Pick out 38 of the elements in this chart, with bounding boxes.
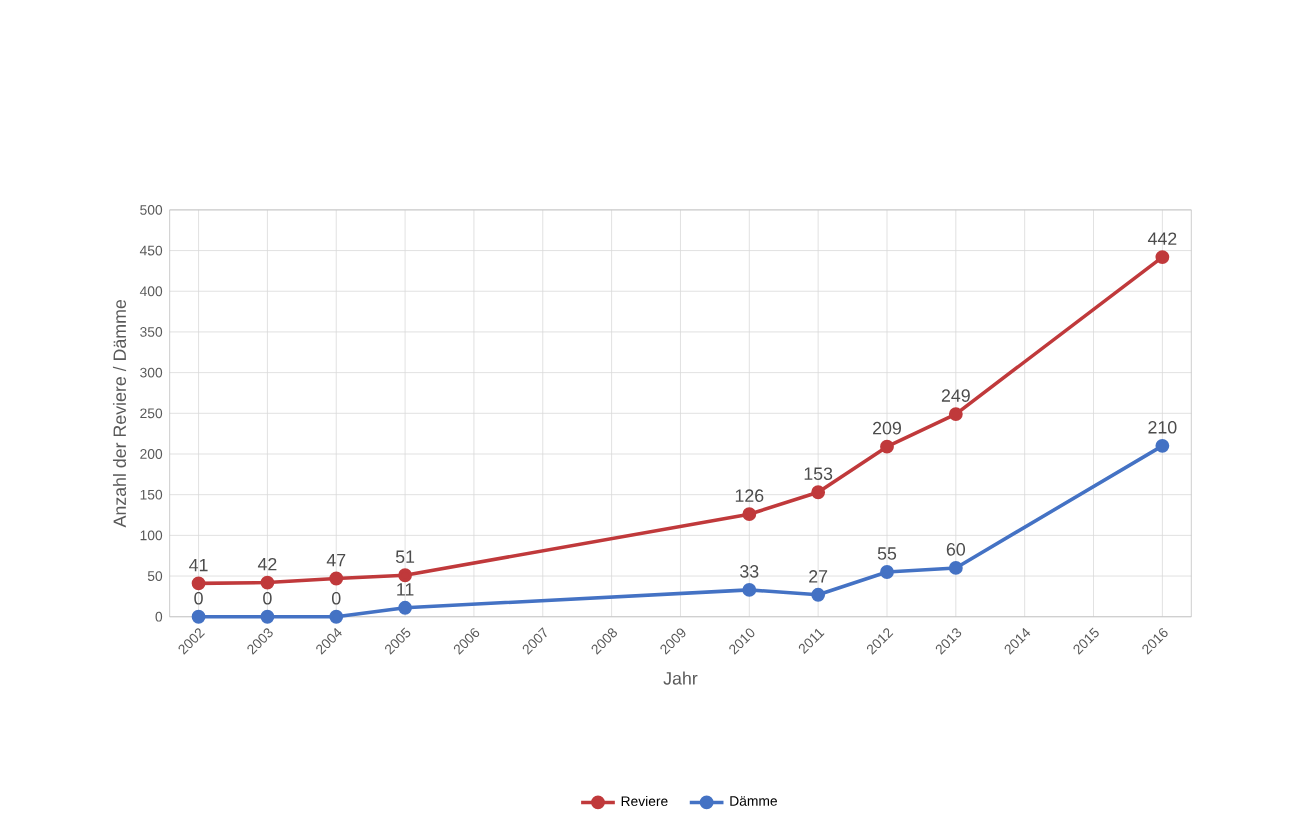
point	[329, 571, 344, 585]
data-label: 249	[941, 388, 970, 402]
data-label: 442	[1147, 231, 1177, 245]
point	[880, 439, 894, 454]
point	[880, 564, 894, 579]
point	[191, 576, 206, 590]
y-axis-title: Anzahl der Reviere / Dämme	[112, 299, 127, 528]
data-label: 33	[740, 564, 759, 578]
data-label: 11	[397, 582, 414, 596]
point	[260, 609, 275, 624]
data-label: 0	[194, 591, 203, 605]
point	[329, 609, 344, 624]
point	[398, 600, 413, 615]
point	[1155, 249, 1170, 264]
point	[742, 506, 757, 521]
point	[948, 406, 963, 421]
point	[260, 575, 275, 590]
data-label: 47	[326, 553, 346, 566]
x-axis-title: Jahr	[663, 671, 698, 685]
data-label: 0	[263, 591, 272, 605]
point	[1155, 438, 1170, 453]
point	[742, 582, 757, 597]
data-label: 0	[331, 591, 341, 605]
data-label: 153	[804, 466, 833, 480]
data-label: 126	[735, 488, 764, 502]
point	[811, 484, 826, 499]
point	[811, 587, 826, 602]
point	[398, 567, 413, 582]
data-label: 210	[1148, 420, 1177, 434]
data-label: 27	[809, 569, 828, 583]
point	[948, 560, 963, 575]
data-label: 60	[946, 542, 966, 556]
data-label: 209	[873, 421, 901, 435]
data-label: 42	[257, 557, 277, 570]
data-label: 41	[189, 558, 208, 571]
data-label: 51	[395, 550, 415, 563]
data-label: 55	[877, 546, 897, 560]
point	[191, 609, 206, 624]
